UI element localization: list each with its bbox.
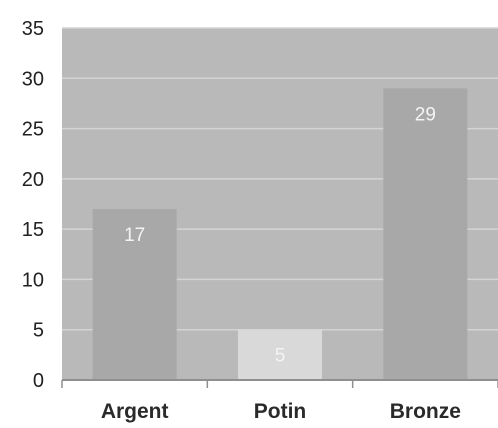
- y-tick-label: 35: [22, 18, 44, 40]
- y-tick-label: 15: [22, 219, 44, 241]
- data-label: 29: [415, 104, 436, 125]
- y-tick-label: 20: [22, 169, 44, 191]
- bar-potin: [238, 329, 322, 380]
- data-label: 17: [124, 225, 145, 246]
- y-tick-label: 10: [22, 269, 44, 291]
- bar-bronze: [383, 88, 468, 380]
- bars: [92, 88, 468, 380]
- category-label: Bronze: [390, 400, 461, 423]
- bar-argent: [92, 209, 177, 380]
- y-axis-ticks: 0 5 10 15 20 25 30 35: [22, 18, 44, 392]
- category-label: Argent: [101, 400, 169, 423]
- data-labels: 17 5 29: [124, 104, 436, 366]
- category-label: Potin: [254, 400, 307, 423]
- data-label: 5: [275, 346, 286, 367]
- y-tick-label: 5: [33, 320, 44, 342]
- y-tick-label: 0: [33, 370, 44, 392]
- y-tick-label: 30: [22, 68, 44, 90]
- category-labels: Argent Potin Bronze: [101, 400, 461, 423]
- y-tick-label: 25: [22, 119, 44, 141]
- x-axis: [61, 379, 498, 388]
